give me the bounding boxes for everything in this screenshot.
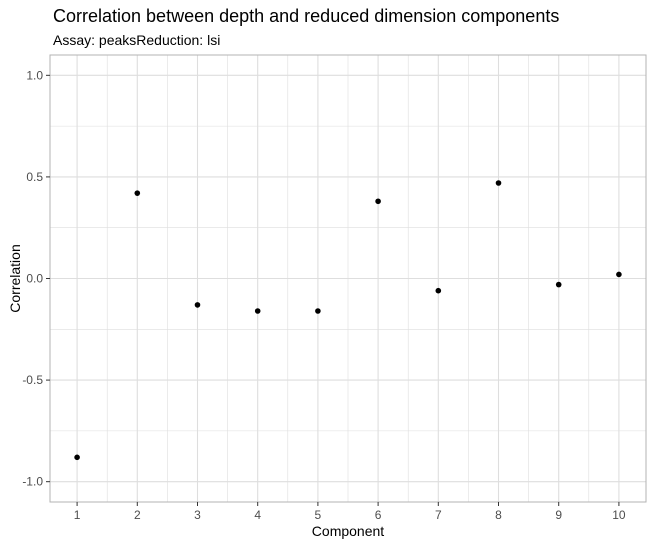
x-tick-label: 5 [315, 508, 322, 522]
y-axis-title: Correlation [7, 244, 23, 312]
y-tick-label: 0.5 [26, 170, 43, 184]
x-tick-label: 7 [435, 508, 442, 522]
x-axis-title: Component [312, 523, 384, 539]
x-tick-label: 4 [254, 508, 261, 522]
data-point [74, 454, 80, 461]
y-tick-label: -1.0 [22, 475, 43, 489]
chart-title: Correlation between depth and reduced di… [53, 6, 560, 26]
data-point [495, 180, 502, 186]
data-point [555, 281, 562, 288]
data-point [194, 302, 201, 308]
x-tick-label: 10 [612, 508, 626, 522]
data-point [375, 198, 381, 205]
data-point [254, 308, 261, 314]
y-tick-label: 1.0 [26, 68, 43, 82]
x-tick-label: 9 [555, 508, 562, 522]
y-tick-label: 0.0 [26, 272, 43, 286]
x-tick-label: 1 [74, 508, 81, 522]
x-tick-label: 6 [375, 508, 382, 522]
data-points [74, 180, 622, 461]
axis-ticks: -1.0 -0.5 0.0 0.5 1.0 1 2 3 4 5 6 7 8 9 10 [22, 68, 626, 522]
data-point [435, 287, 442, 294]
x-tick-label: 8 [495, 508, 502, 522]
x-tick-label: 2 [134, 508, 141, 522]
data-point [315, 308, 321, 314]
x-tick-label: 3 [194, 508, 201, 522]
grid-lines [50, 55, 646, 502]
data-point [616, 271, 622, 278]
chart-subtitle: Assay: peaksReduction: lsi [53, 32, 221, 48]
data-point [134, 190, 141, 196]
y-tick-label: -0.5 [22, 373, 43, 387]
